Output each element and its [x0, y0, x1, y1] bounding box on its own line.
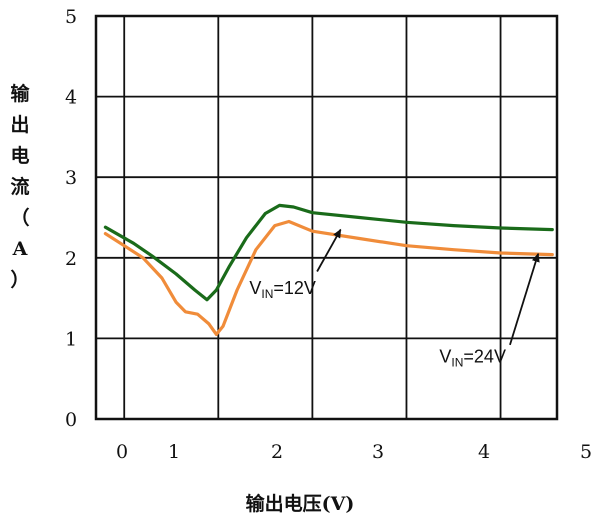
- y-tick-label: 5: [65, 6, 77, 28]
- x-tick-label: 1: [168, 441, 180, 463]
- y-tick-label: 0: [65, 409, 77, 431]
- annotation-label-2: VIN=24V: [439, 347, 506, 370]
- y-tick-label: 3: [65, 167, 77, 189]
- series-group: [103, 203, 554, 336]
- x-tick-label: 3: [372, 441, 384, 463]
- y-tick-label: 4: [65, 87, 77, 109]
- annotation-arrow: [316, 228, 342, 272]
- grid: [94, 14, 559, 421]
- series-line-1: [103, 203, 554, 302]
- series-line-2: [103, 219, 554, 336]
- y-tick-label: 2: [65, 248, 77, 270]
- plot-frame: [94, 14, 559, 421]
- x-tick-label: 2: [271, 441, 283, 463]
- x-tick-label: 0: [116, 441, 128, 463]
- y-axis-label: 输出电流（ A）: [10, 82, 30, 291]
- x-tick-label: 5: [580, 441, 592, 463]
- annotation-arrow: [509, 252, 540, 346]
- x-tick-label: 4: [478, 441, 490, 463]
- tick-labels: 0 1 2 3 4 5 0 1 2 3 4 5: [65, 6, 592, 463]
- annotations-group: VIN=12V VIN=24V: [249, 228, 540, 370]
- y-tick-label: 1: [65, 328, 77, 350]
- x-axis-label: 输出电压(V): [246, 492, 355, 515]
- annotation-label-1: VIN=12V: [249, 278, 316, 301]
